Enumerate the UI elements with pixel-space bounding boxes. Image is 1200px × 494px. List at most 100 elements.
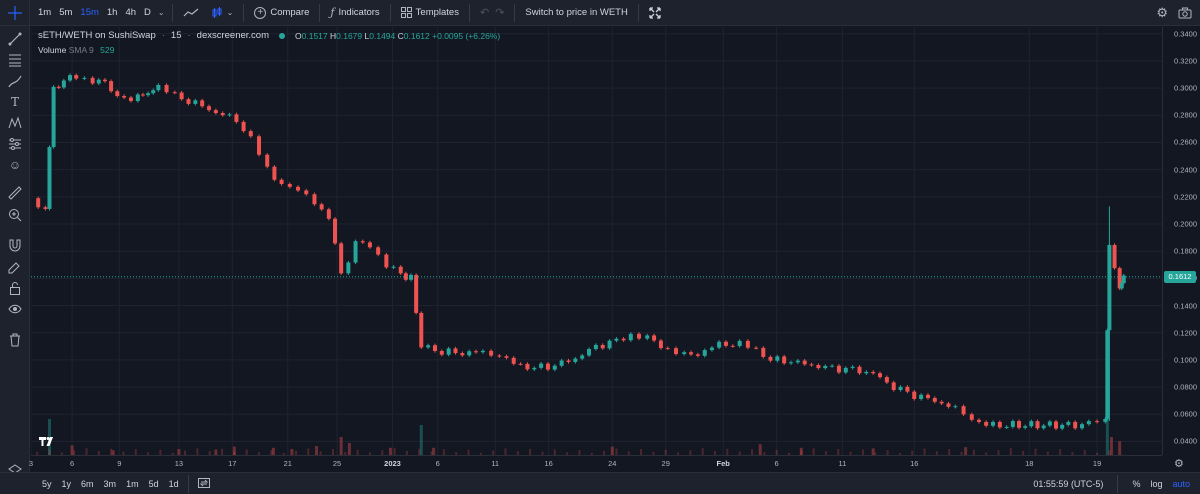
fullscreen-button[interactable] [643,0,667,26]
timeframe-d[interactable]: D [144,7,151,18]
fib-tool[interactable] [6,51,24,69]
settings-gear-icon[interactable]: ⚙ [1156,4,1168,20]
remove-drawings-tool[interactable] [6,331,24,349]
camera-icon[interactable] [1178,7,1192,19]
timeframe-4h[interactable]: 4h [125,7,137,18]
candle-body [497,355,502,357]
volume-bar [812,448,815,455]
switch-price-button[interactable]: Switch to price in WETH [525,7,628,18]
measure-tool[interactable] [6,184,24,202]
candle-body [220,113,225,116]
redo-button[interactable]: ↷ [495,0,510,26]
candle-body [984,421,989,426]
auto-toggle[interactable]: auto [1172,478,1190,489]
low-value: 0.1494 [369,30,396,41]
volume-bar [381,450,384,455]
candle-body [580,355,585,359]
volume-bar [159,449,162,455]
goto-date-button[interactable] [193,477,215,490]
icon-tool[interactable]: ☺ [6,156,24,174]
timeframe-15m[interactable]: 15m [80,7,99,18]
volume-bar [985,452,988,455]
time-tick-label: 2023 [384,459,401,468]
lock-drawings-tool[interactable] [6,258,24,276]
zoom-in-icon [9,209,22,222]
time-tick-label: 17 [228,459,237,468]
candle-body [61,80,66,88]
timeframe-1h[interactable]: 1h [106,7,118,18]
volume-bar [467,449,470,455]
undo-button[interactable]: ↶ [474,0,495,26]
log-toggle[interactable]: log [1150,478,1163,489]
visibility-tool[interactable] [6,300,24,318]
price-axis[interactable]: 0.3400 0.3200 0.3000 0.2800 0.2600 0.2400 0.22… [1162,27,1200,455]
compare-button[interactable]: + Compare [248,0,315,26]
time-tick-label: 21 [283,459,292,468]
magnet-tool[interactable] [6,236,24,254]
volume-label[interactable]: Volume [38,45,67,55]
candle-body [128,97,133,102]
templates-button[interactable]: Templates [395,0,465,26]
time-tick-label: 25 [332,459,342,468]
volume-bar [344,451,347,455]
indicators-button[interactable]: ƒ Indicators [324,0,385,26]
candle-body [140,94,145,96]
prediction-tool[interactable] [6,135,24,153]
line-chart-type-button[interactable] [177,0,205,26]
zoom-tool[interactable] [6,206,24,224]
candle-body [56,86,61,88]
range-3m[interactable]: 3m [103,478,117,489]
candle-body [912,391,917,399]
divider [514,3,516,22]
candle-body [689,352,694,355]
range-1d[interactable]: 1d [168,478,179,489]
time-tick-label: 9 [117,459,122,468]
range-5y[interactable]: 5y [42,478,52,489]
timeframe-1m[interactable]: 1m [38,7,52,18]
timeframe-5m[interactable]: 5m [59,7,73,18]
candle-chart-type-button[interactable]: ⌄ [205,0,240,26]
text-tool[interactable]: T [6,93,24,111]
time-axis[interactable]: 3 6 9 13 17 21 25 2023 6 11 16 24 29 Feb 6 11 16 18 19 [29,455,1162,472]
brush-tool[interactable] [6,72,24,90]
symbol-title[interactable]: sETH/WETH on SushiSwap [38,30,156,41]
candle-body [768,356,773,361]
undo-icon: ↶ [479,7,490,19]
pattern-tool[interactable] [6,114,24,132]
price-chart[interactable] [31,27,1162,455]
candle-body [953,406,958,408]
axis-settings-button[interactable]: ⚙ [1174,457,1184,470]
candle-body [333,218,338,244]
candle-body [891,382,896,390]
range-6m[interactable]: 6m [81,478,94,489]
trend-line-tool[interactable] [6,30,24,48]
volume-bar [664,449,667,455]
volume-bar [290,449,294,455]
percent-toggle[interactable]: % [1132,478,1141,489]
crosshair-tool[interactable] [0,0,30,26]
volume-bar [553,449,556,455]
candle-body [403,273,408,280]
candle-body [36,198,41,208]
candle-body [830,365,835,367]
volume-bar [504,448,507,455]
volume-bar [1071,452,1074,455]
tradingview-logo-icon [39,437,53,446]
candle-body [593,344,598,349]
time-tick-label: 11 [838,459,847,468]
clock[interactable]: 01:55:59 (UTC-5) [1033,478,1104,489]
range-1y[interactable]: 1y [61,478,72,489]
price-tick-label: 0.3400 [1174,29,1197,39]
range-5d[interactable]: 5d [148,478,159,489]
toolbar-right: ⚙ [1156,5,1200,21]
range-1m[interactable]: 1m [126,478,139,489]
candles-icon [212,6,222,18]
price-tick-label: 0.0800 [1174,382,1197,392]
candle-body [682,352,687,354]
chevron-down-icon[interactable]: ⌄ [157,8,165,17]
tradingview-logo[interactable] [38,435,56,447]
divider [187,474,189,493]
lock-tool[interactable] [6,279,24,297]
volume-bar [271,447,275,455]
pencil-lock-icon [8,262,20,274]
